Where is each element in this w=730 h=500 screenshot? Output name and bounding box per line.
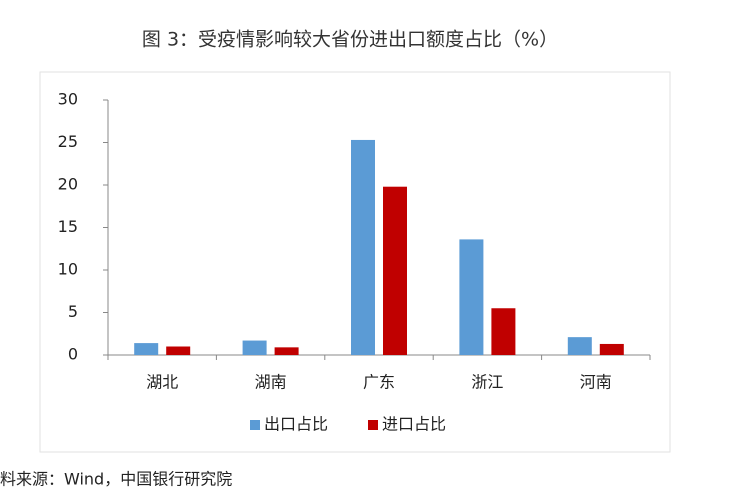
chart-frame: [39, 71, 671, 453]
bar: [383, 186, 407, 355]
x-tick-label: 广东: [363, 373, 395, 392]
y-tick-label: 25: [58, 132, 78, 151]
y-tick-label: 5: [68, 302, 78, 321]
bar: [166, 346, 191, 355]
bar: [351, 139, 375, 355]
legend-swatch: [250, 420, 260, 430]
bar: [274, 347, 299, 355]
y-tick-label: 30: [58, 90, 78, 109]
source-note: 料来源：Wind，中国银行研究院: [0, 470, 232, 489]
y-tick-label: 10: [58, 260, 78, 279]
legend-label: 出口占比: [264, 415, 328, 434]
bar: [459, 239, 484, 355]
legend-swatch: [368, 420, 378, 430]
y-tick-label: 20: [58, 175, 78, 194]
bar: [491, 308, 516, 355]
x-tick-label: 湖南: [255, 373, 287, 392]
chart-title: 图 3：受疫情影响较大省份进出口额度占比（%）: [142, 29, 558, 51]
x-tick-label: 湖北: [146, 373, 178, 392]
y-tick-label: 15: [58, 217, 78, 236]
bar: [599, 343, 624, 355]
bar: [567, 337, 592, 355]
bar: [242, 340, 267, 355]
y-tick-label: 0: [68, 345, 78, 364]
x-tick-label: 浙江: [471, 373, 503, 392]
bar: [134, 343, 159, 355]
x-tick-label: 河南: [580, 373, 612, 392]
legend-label: 进口占比: [382, 415, 446, 434]
